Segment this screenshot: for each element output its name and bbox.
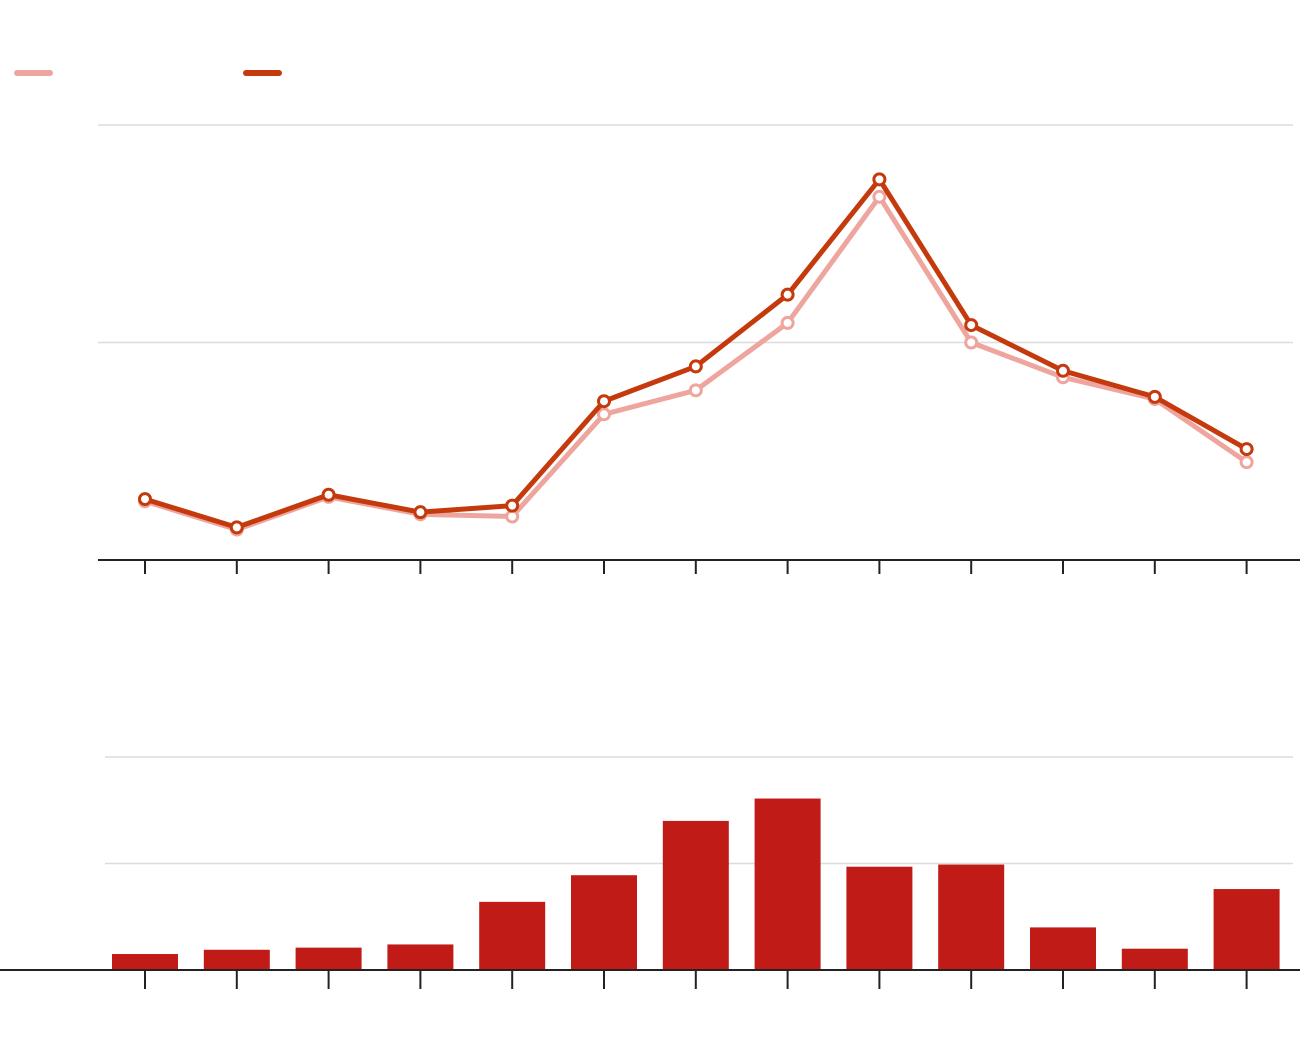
line-series-2-point-4 xyxy=(505,498,520,513)
line-series-2 xyxy=(138,172,1254,535)
line-series-1-point-7 xyxy=(780,315,795,330)
bar-2 xyxy=(295,947,362,970)
line-series-1-point-8 xyxy=(872,189,887,204)
bar-8 xyxy=(846,866,913,970)
bar-5 xyxy=(571,875,637,970)
line-series-2-point-2 xyxy=(321,487,336,502)
line-series-2-point-11 xyxy=(1147,389,1162,404)
line-chart-series xyxy=(138,172,1254,537)
line-series-2-point-8 xyxy=(872,172,887,187)
line-series-2-point-9 xyxy=(964,318,979,333)
bar-10 xyxy=(1030,927,1096,970)
bar-chart-x-axis xyxy=(0,969,1300,989)
bar-12 xyxy=(1213,889,1280,970)
line-chart-panel xyxy=(98,124,1300,574)
line-series-1-point-5 xyxy=(597,407,611,422)
line-series-2-point-6 xyxy=(688,359,703,374)
bar-1 xyxy=(203,949,270,970)
bar-7 xyxy=(754,798,821,970)
bar-9 xyxy=(938,864,1005,970)
line-series-2-point-7 xyxy=(780,287,795,302)
bar-3 xyxy=(387,944,454,970)
line-series-2-point-10 xyxy=(1056,363,1070,378)
bar-6 xyxy=(662,820,729,970)
bar-chart-bars xyxy=(112,798,1280,970)
bar-0 xyxy=(112,954,178,970)
line-series-2-point-12 xyxy=(1239,442,1254,457)
line-chart-gridlines xyxy=(98,124,1293,344)
line-series-1-point-9 xyxy=(964,335,979,350)
bar-11 xyxy=(1121,948,1188,970)
line-series-1-point-6 xyxy=(688,383,703,398)
line-series-1-point-12 xyxy=(1239,455,1254,470)
line-chart-x-axis xyxy=(98,559,1300,574)
line-series-1-point-4 xyxy=(505,509,520,524)
line-series-2-point-3 xyxy=(413,505,428,520)
bar-4 xyxy=(479,901,546,970)
line-series-2-point-5 xyxy=(597,394,611,409)
bar-chart-panel xyxy=(0,756,1300,989)
line-series-2-point-1 xyxy=(229,520,244,535)
line-series-2-point-0 xyxy=(138,492,152,507)
line-series-2-path xyxy=(142,176,1250,530)
